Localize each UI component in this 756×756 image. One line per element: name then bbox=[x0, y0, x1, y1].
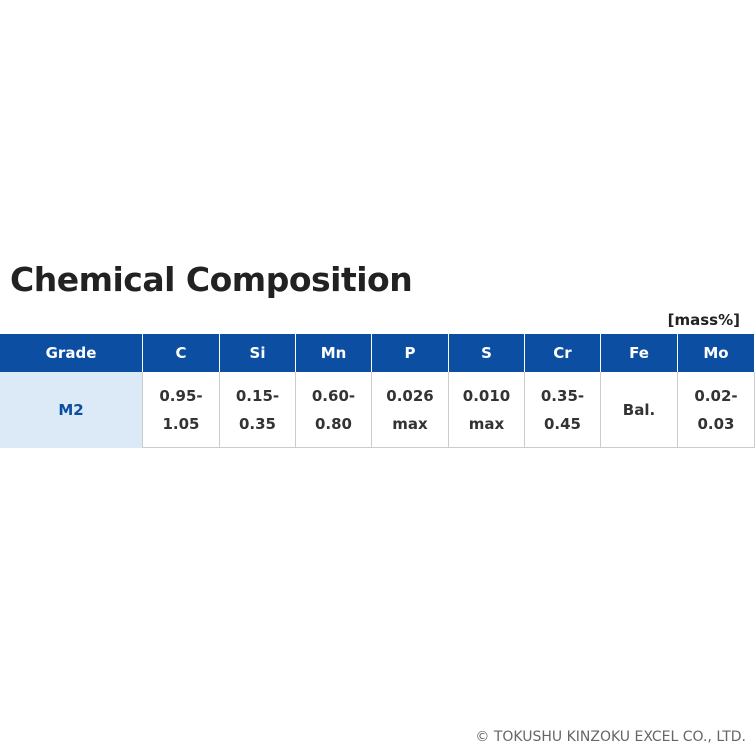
cell-line: 0.010 bbox=[462, 386, 511, 405]
header-cell: P bbox=[372, 334, 449, 372]
composition-table: Grade C Si Mn P S Cr Fe Mo M2 0.95- 1.05 0.15- 0.35 0.… bbox=[0, 334, 755, 448]
data-cell: 0.026 max bbox=[372, 372, 449, 448]
cell-line: Bal. bbox=[622, 400, 656, 419]
header-row: Grade C Si Mn P S Cr Fe Mo bbox=[0, 334, 755, 372]
header-cell: C bbox=[143, 334, 220, 372]
cell-line: max bbox=[392, 414, 428, 433]
cell-line: 0.35- bbox=[540, 386, 585, 405]
data-row: M2 0.95- 1.05 0.15- 0.35 0.60- 0.80 0.026 max 0.0… bbox=[0, 372, 755, 448]
header-cell: S bbox=[449, 334, 525, 372]
cell-line: 0.026 bbox=[386, 386, 434, 405]
header-cell: Si bbox=[220, 334, 296, 372]
header-cell: Cr bbox=[525, 334, 601, 372]
data-cell: 0.60- 0.80 bbox=[296, 372, 372, 448]
cell-line: 0.45 bbox=[543, 414, 581, 433]
cell-line: 0.95- bbox=[159, 386, 203, 405]
cell-line: 0.03 bbox=[697, 414, 735, 433]
copyright: © TOKUSHU KINZOKU EXCEL CO., LTD. bbox=[475, 729, 746, 745]
data-cell: Bal. bbox=[601, 372, 678, 448]
cell-line: 0.15- bbox=[235, 386, 280, 405]
header-cell: Grade bbox=[0, 334, 143, 372]
title: Chemical Composition bbox=[10, 260, 413, 299]
cell-line: M2 bbox=[58, 401, 84, 419]
data-cell: 0.010 max bbox=[449, 372, 525, 448]
cell-line: max bbox=[468, 414, 505, 433]
data-cell: M2 bbox=[0, 372, 143, 448]
cell-line: 1.05 bbox=[162, 414, 200, 433]
header-cell: Mo bbox=[678, 334, 755, 372]
data-cell: 0.02- 0.03 bbox=[678, 372, 755, 448]
cell-line: 0.60- bbox=[311, 386, 356, 405]
data-cell: 0.95- 1.05 bbox=[143, 372, 220, 448]
cell-line: 0.35 bbox=[238, 414, 276, 433]
cell-line: 0.80 bbox=[314, 414, 352, 433]
unit-label: [mass%] bbox=[667, 311, 740, 329]
header-cell: Fe bbox=[601, 334, 678, 372]
header-cell: Mn bbox=[296, 334, 372, 372]
data-cell: 0.15- 0.35 bbox=[220, 372, 296, 448]
cell-line: 0.02- bbox=[694, 386, 738, 405]
data-cell: 0.35- 0.45 bbox=[525, 372, 601, 448]
